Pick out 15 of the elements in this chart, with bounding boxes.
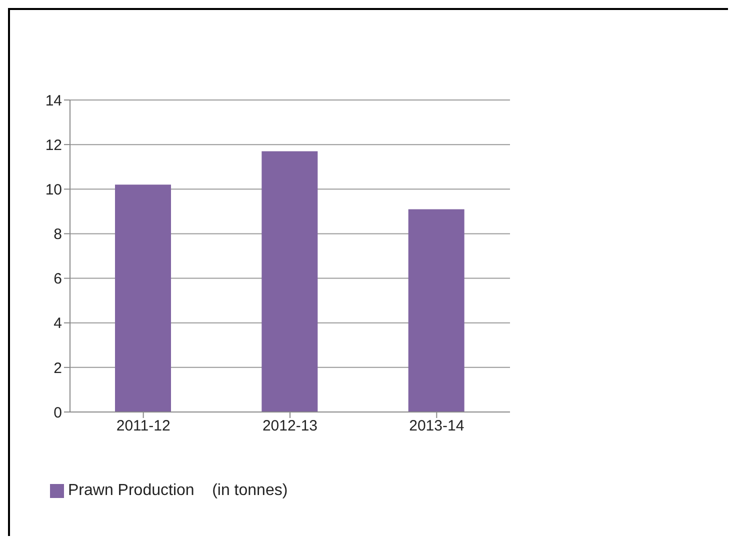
bar bbox=[115, 184, 171, 412]
bar bbox=[408, 209, 464, 412]
legend-label: Prawn Production (in tonnes) bbox=[68, 482, 288, 499]
y-tick-label: 14 bbox=[45, 92, 62, 110]
x-tick-label: 2012-13 bbox=[262, 418, 318, 435]
y-tick-label: 2 bbox=[54, 360, 62, 377]
y-tick-label: 10 bbox=[45, 181, 62, 198]
x-tick-label: 2011-12 bbox=[116, 418, 170, 435]
bar bbox=[262, 151, 318, 412]
y-tick-label: 12 bbox=[45, 136, 62, 154]
y-tick-label: 4 bbox=[54, 315, 62, 332]
y-tick-label: 8 bbox=[54, 226, 62, 244]
x-tick-label: 2013-14 bbox=[409, 418, 464, 435]
y-tick-label: 0 bbox=[54, 404, 62, 422]
y-tick-label: 6 bbox=[54, 270, 62, 288]
